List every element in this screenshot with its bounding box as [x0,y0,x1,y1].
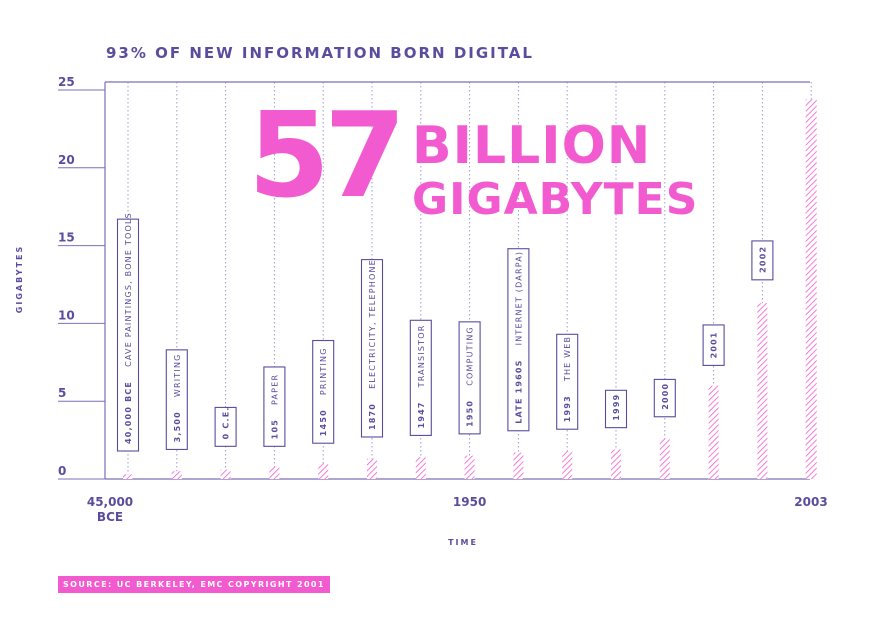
annotation-label: 0 C.E. [222,406,231,439]
annotation-box [116,218,140,452]
bar [708,385,719,479]
bar [659,438,670,479]
bar [220,469,231,479]
annotation-label: 105 PAPER [270,374,279,440]
bar [805,99,817,479]
annotation-event: PAPER [270,374,279,405]
annotation-box [507,248,530,432]
annotation-box [751,240,774,281]
bar [269,466,280,479]
annotation-label: 2001 [710,331,719,358]
y-tick-label: 5 [58,386,66,400]
annotation-event: TRANSISTOR [417,325,426,389]
bar [513,452,524,479]
annotation-box [409,319,432,436]
headline-line1: BILLION [412,116,652,176]
x-tick-label: BCE [97,510,123,524]
annotation-box [604,389,628,429]
y-tick-label: 25 [58,75,75,89]
headline-line2: GIGABYTES [412,174,699,225]
bar-layer [123,99,817,479]
annotation-label: LATE 1960S INTERNET (DARPA) [514,251,523,424]
annotation-label: 1450 PRINTING [319,347,328,436]
annotation-year: 1950 [466,400,475,427]
annotation-layer: 40,000 BCE CAVE PAINTINGS, BONE TOOLS 3,50… [116,212,774,452]
annotation-year: 2001 [710,331,719,358]
x-tick-label: 45,000 [87,495,133,509]
headline-number: 57 [248,86,406,224]
annotation-label: 2000 [661,383,670,410]
annotation-year: LATE 1960S [514,359,523,423]
source-label: SOURCE: UC BERKELEY, EMC COPYRIGHT 2001 [58,576,330,593]
y-tick-label: 15 [58,231,75,245]
annotation-box [263,366,286,447]
y-tick-label: 0 [58,464,66,478]
annotation-event: INTERNET (DARPA) [514,251,523,346]
annotation-year: 2002 [758,246,767,273]
bar [464,455,475,479]
annotation-box [312,339,335,444]
x-tick-label: 1950 [453,495,486,509]
bar [415,457,426,479]
y-tick-label: 10 [58,308,75,322]
annotation-event: WRITING [173,353,182,397]
annotation-box [556,333,579,430]
annotation-label: 1950 COMPUTING [466,326,475,427]
annotation-year: 1947 [417,401,426,428]
annotation-event: CAVE PAINTINGS, BONE TOOLS [124,212,133,367]
annotation-year: 2000 [661,383,670,410]
bar [123,474,133,479]
annotation-event: PRINTING [319,347,328,395]
bar [367,458,377,479]
annotation-box [165,349,188,450]
bar [757,303,768,479]
bar [171,471,182,479]
annotation-year: 105 [270,419,279,439]
annotation-box [458,321,481,435]
chart-title: 93% OF NEW INFORMATION BORN DIGITAL [106,44,534,62]
annotation-year: 3,500 [173,411,182,442]
x-axis-label: TIME [448,538,478,547]
annotation-box [214,406,237,447]
annotation-label: 3,500 WRITING [173,353,182,442]
annotation-box [360,259,384,438]
annotation-event: THE WEB [563,336,572,382]
annotation-year: 0 C.E. [222,406,231,439]
bar [318,463,329,479]
bar [562,450,573,479]
annotation-year: 1993 [563,395,572,422]
annotation-year: 1999 [612,394,621,421]
bar [611,449,621,479]
annotation-year: 1870 [368,403,377,430]
annotation-event: ELECTRICITY, TELEPHONE [368,259,377,389]
annotation-box [653,378,676,418]
annotation-label: 1999 [612,394,621,421]
annotation-year: 1450 [319,409,328,436]
annotation-label: 1947 TRANSISTOR [417,325,426,429]
annotation-label: 40,000 BCE CAVE PAINTINGS, BONE TOOLS [124,212,133,444]
annotation-event: COMPUTING [466,326,475,386]
annotation-label: 1993 THE WEB [563,336,572,422]
y-tick-label: 20 [58,153,75,167]
annotation-year: 40,000 BCE [124,381,133,444]
annotation-label: 2002 [758,246,767,273]
annotation-label: 1870 ELECTRICITY, TELEPHONE [368,259,377,430]
annotation-box [702,324,725,366]
y-axis-label: GIGABYTES [15,245,24,313]
x-tick-label: 2003 [794,495,827,509]
